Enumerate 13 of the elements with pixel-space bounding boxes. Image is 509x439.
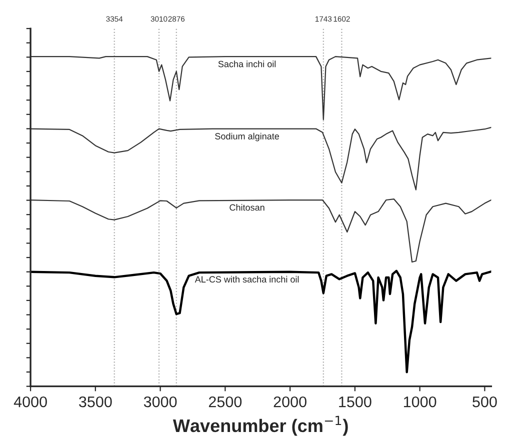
- x-axis-title: Wavenumber (cm$^{−1}$): [172, 416, 348, 436]
- x-tick-label: 3500: [79, 396, 112, 408]
- x-tick-label: 2000: [274, 396, 306, 408]
- x-tick-label: 4000: [14, 396, 47, 408]
- series-label: Sacha inchi oil: [218, 60, 276, 68]
- x-tick-label: 3000: [144, 396, 177, 408]
- series-label: Sodium alginate: [215, 132, 280, 142]
- x-tick-label: 1500: [339, 396, 372, 408]
- series-label: AL-CS with sacha inchi oil: [194, 276, 299, 283]
- series-label: Chitosan: [230, 204, 264, 211]
- x-tick-label: 1000: [404, 396, 436, 408]
- x-tick-label: 2500: [208, 396, 242, 408]
- x-tick-label: 500: [472, 396, 497, 408]
